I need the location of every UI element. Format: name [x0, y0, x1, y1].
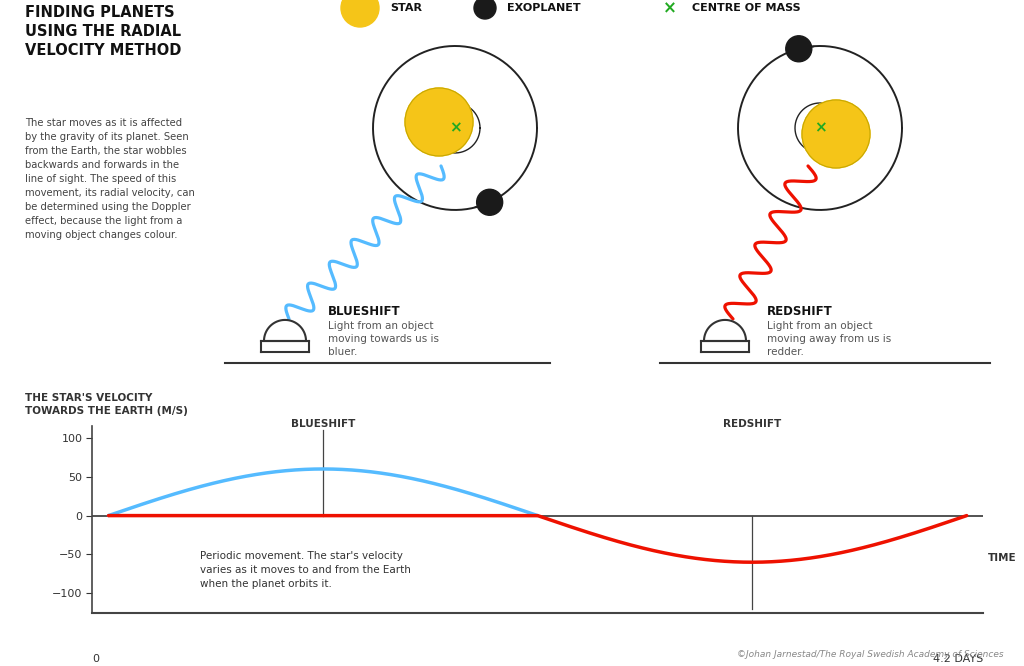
- Text: ×: ×: [449, 121, 462, 135]
- Text: CENTRE OF MASS: CENTRE OF MASS: [692, 3, 801, 13]
- Circle shape: [341, 0, 379, 27]
- Circle shape: [476, 189, 503, 215]
- Circle shape: [474, 0, 496, 19]
- Text: Light from an object
moving towards us is
bluer.: Light from an object moving towards us i…: [328, 321, 439, 358]
- Text: Light from an object
moving away from us is
redder.: Light from an object moving away from us…: [767, 321, 891, 358]
- Text: 0: 0: [92, 654, 99, 664]
- Text: Periodic movement. The star's velocity
varies as it moves to and from the Earth
: Periodic movement. The star's velocity v…: [201, 551, 412, 589]
- Text: ©Johan Jarnestad/The Royal Swedish Academy of Sciences: ©Johan Jarnestad/The Royal Swedish Acade…: [737, 650, 1004, 659]
- Text: ×: ×: [814, 121, 826, 135]
- Text: REDSHIFT: REDSHIFT: [723, 418, 781, 429]
- Text: FINDING PLANETS
USING THE RADIAL
VELOCITY METHOD: FINDING PLANETS USING THE RADIAL VELOCIT…: [25, 5, 181, 59]
- Text: BLUESHIFT: BLUESHIFT: [328, 305, 400, 318]
- Text: EXOPLANET: EXOPLANET: [507, 3, 581, 13]
- Text: 4.2 DAYS: 4.2 DAYS: [933, 654, 983, 664]
- Text: STAR: STAR: [390, 3, 422, 13]
- Circle shape: [802, 100, 870, 168]
- Circle shape: [406, 88, 473, 156]
- Circle shape: [785, 36, 812, 62]
- Text: The star moves as it is affected
by the gravity of its planet. Seen
from the Ear: The star moves as it is affected by the …: [25, 118, 195, 240]
- Text: TIME: TIME: [987, 553, 1016, 563]
- Text: REDSHIFT: REDSHIFT: [767, 305, 833, 318]
- Text: THE STAR'S VELOCITY
TOWARDS THE EARTH (M/S): THE STAR'S VELOCITY TOWARDS THE EARTH (M…: [26, 393, 188, 416]
- Text: BLUESHIFT: BLUESHIFT: [291, 418, 355, 429]
- Text: ×: ×: [664, 0, 677, 17]
